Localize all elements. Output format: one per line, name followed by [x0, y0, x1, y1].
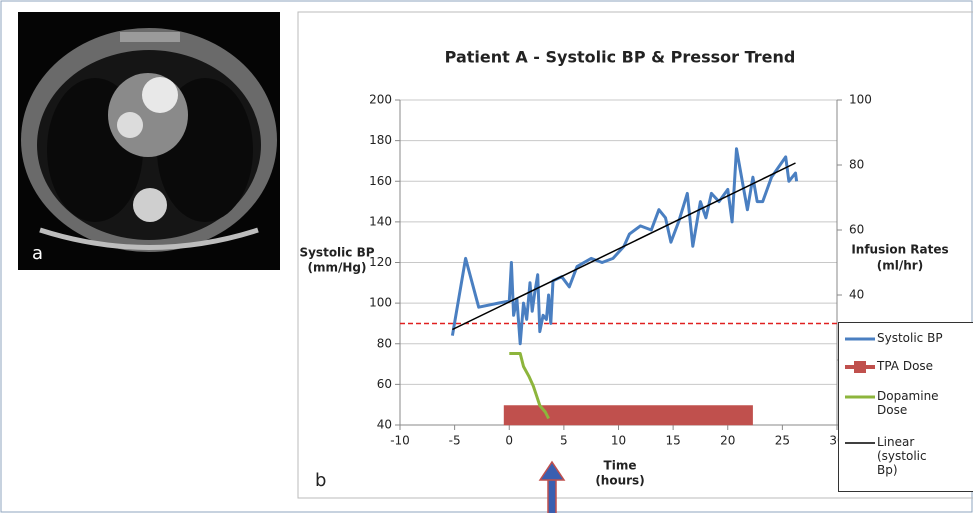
x-axis-label: (hours)	[595, 474, 644, 488]
series-line	[452, 162, 796, 331]
y2-tick-label: 100	[849, 93, 872, 107]
x-tick-label: 10	[611, 434, 626, 448]
x-tick-label: 5	[560, 434, 568, 448]
legend-swatch	[845, 361, 875, 373]
y-axis-label: Systolic BP	[299, 246, 374, 260]
y2-axis-label: Infusion Rates	[851, 243, 948, 257]
legend-item: TPA Dose	[843, 359, 949, 373]
y2-tick-label: 80	[849, 158, 864, 172]
panel-label: a	[32, 243, 43, 264]
y2-tick-label: 40	[849, 288, 864, 302]
series-line	[450, 147, 799, 346]
y-tick-label: 40	[377, 418, 392, 432]
x-tick-label: 0	[505, 434, 513, 448]
legend-item: Dopamine Dose	[843, 389, 949, 417]
y-tick-label: 200	[369, 93, 392, 107]
x-tick-label: -5	[449, 434, 461, 448]
y2-axis-label: (ml/hr)	[877, 259, 923, 273]
x-tick-label: -10	[390, 434, 410, 448]
y-tick-label: 100	[369, 296, 392, 310]
legend: Systolic BP TPA Dose Dopamine Dose Linear (…	[838, 322, 973, 492]
legend-label: Linear (systolic Bp)	[877, 435, 927, 477]
x-axis-label: Time	[604, 459, 637, 473]
ct-image	[18, 12, 280, 270]
y-axis-label: (mm/Hg)	[308, 261, 367, 275]
y-tick-label: 60	[377, 377, 392, 391]
legend-label: Dopamine Dose	[877, 389, 939, 417]
legend-swatch	[845, 442, 875, 444]
x-tick-label: 20	[720, 434, 735, 448]
y-tick-label: 140	[369, 214, 392, 228]
y2-tick-label: 60	[849, 223, 864, 237]
legend-item: Linear (systolic Bp)	[843, 435, 949, 477]
y-tick-label: 160	[369, 174, 392, 188]
series-line	[509, 352, 550, 420]
legend-label: Systolic BP	[877, 331, 943, 345]
legend-swatch	[845, 337, 875, 341]
chart-frame	[297, 11, 973, 499]
legend-item: Systolic BP	[843, 331, 949, 345]
panel-label: b	[315, 470, 326, 491]
legend-swatch	[845, 395, 875, 399]
x-tick-label: 25	[775, 434, 790, 448]
y-tick-label: 120	[369, 255, 392, 269]
legend-marker	[854, 361, 866, 373]
x-tick-label: 15	[665, 434, 680, 448]
y-tick-label: 80	[377, 336, 392, 350]
legend-label: TPA Dose	[877, 359, 934, 373]
arrow	[538, 460, 566, 513]
chart-title: Patient A - Systolic BP & Pressor Trend	[445, 48, 796, 67]
y-tick-label: 180	[369, 133, 392, 147]
